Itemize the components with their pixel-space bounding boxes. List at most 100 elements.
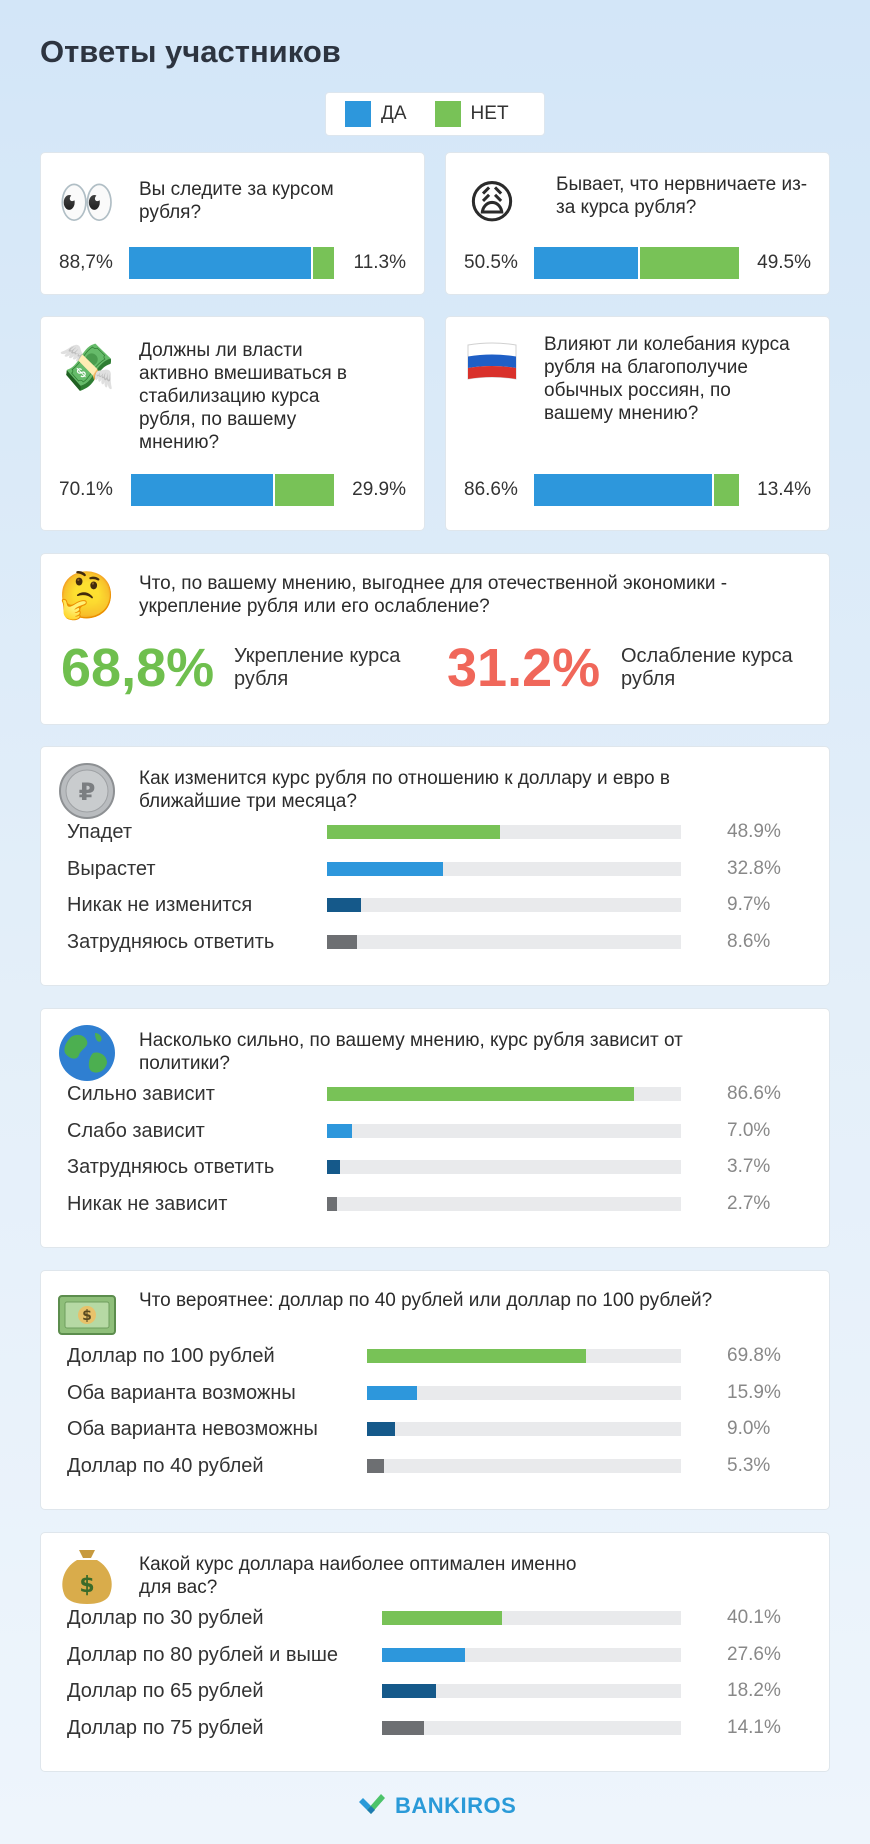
option-row: Оба варианта невозможны 9.0% [67,1412,789,1448]
russia-flag-icon [467,342,517,380]
option-row: Доллар по 40 рублей 5.3% [67,1449,789,1485]
no-bar [310,247,334,279]
option-track [367,1422,681,1436]
money-with-wings-icon: 💸 [58,341,116,393]
option-label: Никак не изменится [67,894,253,916]
weakening-label: Ослабление курса рубля [621,645,793,690]
yes-no-bar [131,474,334,506]
option-label: Доллар по 75 рублей [67,1716,264,1739]
option-bar [367,1422,396,1436]
globe-icon [57,1023,117,1083]
question-nervous: Бывает, что нервничаете из-за курса рубл… [556,174,808,218]
option-bar [327,898,362,912]
yes-no-row: 70.1% 29.9% [59,474,406,506]
bankiros-logo: BANKIROS [357,1793,516,1819]
ruble-coin-icon: ₽ [57,761,117,821]
weakening-value: 31.2% [447,638,601,698]
option-value: 48.9% [727,821,781,842]
option-value: 14.1% [727,1716,781,1738]
option-value: 9.0% [727,1418,771,1439]
yes-no-row: 50.5% 49.5% [464,247,811,279]
option-track [327,825,681,839]
svg-text:$: $ [79,1573,94,1598]
card-government: 💸 Должны ли власти активно вмешиваться в… [40,316,425,531]
option-track [367,1458,681,1473]
card-nervous: 😩 Бывает, что нервничаете из-за курса ру… [445,152,830,295]
yes-bar [534,474,712,506]
question-follow-rate: Вы следите за курсом рубля? [139,179,334,223]
svg-text:₽: ₽ [79,778,96,806]
no-bar [637,247,739,279]
chart-title: Что вероятнее: доллар по 40 рублей или д… [139,1290,713,1311]
card-follow-rate: 👀 Вы следите за курсом рубля? 88,7% 11.3… [40,152,425,295]
yes-no-row: 88,7% 11.3% [59,247,406,279]
chart-politics: Насколько сильно, по вашему мнению, курс… [40,1008,830,1248]
no-value: 11.3% [353,252,406,273]
legend-no-label: НЕТ [470,103,509,124]
question-government: Должны ли власти активно вмешиваться в с… [139,340,347,453]
brand-name: BANKIROS [395,1793,517,1818]
option-row: Доллар по 65 рублей 18.2% [67,1674,789,1710]
option-row: Сильно зависит 86.6% [67,1077,789,1113]
dollar-banknote-icon: $ [58,1295,116,1335]
yes-value: 50.5% [464,252,518,273]
option-bar [367,1349,587,1363]
option-row: Доллар по 80 рублей и выше 27.6% [67,1638,789,1674]
option-row: Оба варианта возможны 15.9% [67,1376,789,1412]
option-value: 7.0% [727,1119,771,1141]
option-row: Слабо зависит 7.0% [67,1114,789,1150]
option-bar [382,1684,437,1698]
option-row: Никак не изменится 9.7% [67,888,789,924]
option-track [382,1611,681,1625]
option-row: Доллар по 100 рублей 69.8% [67,1339,789,1375]
money-bag-icon: $ [57,1545,117,1605]
no-value: 29.9% [352,479,406,500]
bankiros-logo-icon [359,1794,385,1814]
option-bar [327,1087,634,1101]
yes-no-bar [534,474,739,506]
legend-yes: ДА [345,101,407,127]
yes-bar [129,247,311,279]
option-value: 5.3% [727,1454,771,1476]
option-label: Оба варианта возможны [67,1381,296,1404]
option-row: Доллар по 30 рублей 40.1% [67,1601,789,1637]
option-track [367,1385,681,1400]
option-track [382,1684,681,1698]
yes-bar [131,474,274,506]
option-bar [327,1196,337,1211]
svg-text:$: $ [82,1308,92,1324]
legend-yes-swatch [345,101,371,127]
option-value: 2.7% [727,1192,771,1214]
option-bar [327,1160,341,1174]
money-bag-icon: $ [62,1550,112,1604]
option-track [367,1349,681,1363]
no-value: 49.5% [757,252,811,273]
yes-no-row: 86.6% 13.4% [464,474,811,506]
option-label: Доллар по 30 рублей [67,1607,264,1629]
option-value: 32.8% [727,857,781,879]
legend-yes-label: ДА [381,103,407,124]
option-track [327,1087,681,1101]
legend-no: НЕТ [434,101,509,127]
option-bar [382,1647,465,1662]
option-label: Затрудняюсь ответить [67,930,275,953]
card-wellbeing: Влияют ли колебания курса рубля на благо… [445,316,830,531]
option-bar [327,934,358,949]
strengthening-label: Укрепление курса рубля [234,645,401,690]
option-label: Доллар по 40 рублей [67,1454,264,1477]
option-track [327,898,681,912]
question-wellbeing: Влияют ли колебания курса рубля на благо… [544,334,790,424]
option-track [327,1160,681,1174]
weary-face-icon: 😩 [468,176,516,228]
option-bar [367,1385,417,1400]
option-track [327,861,681,876]
option-bar [382,1611,502,1625]
yes-bar [534,247,638,279]
option-label: Вырастет [67,857,156,880]
legend-no-swatch [434,101,461,127]
no-bar [711,474,739,506]
russia-flag-icon [462,332,522,392]
option-bar [327,825,501,839]
yes-value: 88,7% [59,252,113,273]
option-label: Никак не зависит [67,1192,228,1215]
